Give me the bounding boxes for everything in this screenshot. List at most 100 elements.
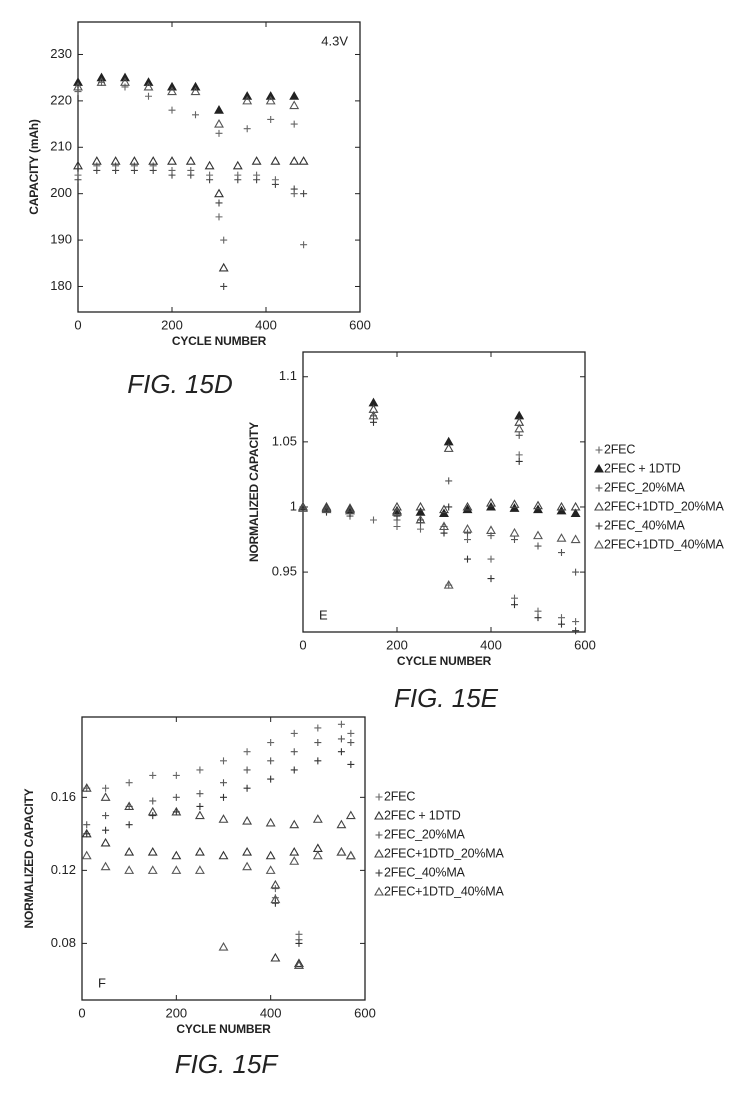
data-point [439, 521, 449, 531]
annotation: 4.3V [321, 33, 348, 48]
plot-frame [81, 716, 366, 1001]
data-point [289, 156, 300, 165]
y-tick-label: 0.16 [51, 789, 76, 804]
data-point [556, 533, 567, 542]
data-point [445, 477, 453, 485]
data-point [314, 724, 322, 732]
data-point [445, 503, 453, 511]
x-tick-label: 200 [161, 317, 183, 332]
data-point [218, 262, 229, 272]
data-point [289, 847, 300, 856]
data-point [295, 939, 303, 947]
data-point [194, 847, 205, 856]
data-point [243, 748, 251, 756]
legend-marker [595, 522, 603, 530]
y-tick-label: 220 [50, 92, 72, 107]
x-tick-label: 200 [386, 637, 408, 652]
plot-frame [77, 21, 361, 313]
data-point [417, 525, 424, 533]
data-point [83, 821, 91, 829]
data-point [74, 171, 82, 179]
data-point [509, 499, 520, 508]
data-point [220, 779, 227, 787]
data-point [196, 766, 204, 774]
legend-marker [374, 848, 384, 858]
data-point [290, 190, 298, 198]
data-point [337, 748, 345, 756]
data-point [218, 814, 229, 823]
data-point [218, 941, 229, 951]
x-axis-title: CYCLE NUMBER [172, 334, 267, 348]
x-tick-label: 0 [299, 637, 306, 652]
data-point [558, 549, 565, 557]
data-point [298, 503, 308, 512]
data-point [220, 282, 228, 290]
data-point [172, 771, 180, 779]
data-point [270, 156, 281, 165]
data-point [289, 819, 300, 829]
panel-label: F [98, 975, 106, 990]
data-point [415, 507, 426, 516]
data-point [462, 501, 473, 511]
data-point [214, 105, 224, 114]
data-point [220, 236, 228, 244]
x-tick-label: 400 [255, 317, 277, 332]
legend-label: 2FEC+1DTD_20%MA [604, 499, 724, 513]
legend-marker [595, 446, 603, 454]
data-point [347, 729, 355, 737]
data-point [312, 850, 323, 860]
data-point [486, 525, 496, 534]
data-point [171, 850, 182, 860]
data-point [243, 125, 251, 133]
data-point [515, 457, 523, 465]
data-point [100, 792, 111, 801]
data-point [570, 534, 581, 544]
y-tick-label: 0.95 [272, 564, 297, 579]
data-point [533, 500, 543, 510]
x-axis-title: CYCLE NUMBER [176, 1022, 271, 1036]
data-point [190, 81, 201, 91]
data-point [347, 739, 355, 747]
data-point [73, 77, 83, 86]
data-point [572, 568, 580, 576]
data-point [336, 819, 347, 829]
data-point [194, 810, 205, 820]
data-point [214, 188, 224, 198]
data-point [196, 802, 204, 810]
legend-label: 2FEC+1DTD_20%MA [384, 846, 504, 860]
data-point [345, 810, 356, 820]
data-point [464, 555, 471, 563]
legend-label: 2FEC_40%MA [604, 518, 686, 532]
data-point [81, 850, 92, 860]
data-point [120, 72, 130, 82]
data-point [234, 171, 242, 179]
data-point [214, 118, 224, 128]
data-point [415, 514, 426, 524]
data-point [204, 160, 215, 170]
data-point [96, 72, 107, 82]
data-point [462, 504, 473, 514]
legend-label: 2FEC + 1DTD [384, 808, 461, 822]
data-point [440, 529, 448, 537]
data-point [487, 575, 495, 583]
data-point [130, 162, 138, 170]
data-point [486, 497, 496, 507]
data-point [533, 530, 543, 540]
data-point [289, 856, 300, 865]
data-point [171, 865, 182, 874]
data-point [572, 618, 580, 626]
legend-label: 2FEC_40%MA [384, 865, 466, 879]
data-point [167, 86, 177, 96]
data-point [347, 760, 355, 768]
data-point [392, 501, 402, 511]
data-point [534, 607, 542, 615]
data-point [558, 614, 565, 622]
data-point [242, 91, 253, 100]
data-point [147, 865, 158, 874]
data-point [572, 627, 580, 635]
data-point [265, 91, 276, 100]
data-point [220, 793, 227, 801]
legend-label: 2FEC_20%MA [604, 480, 686, 494]
